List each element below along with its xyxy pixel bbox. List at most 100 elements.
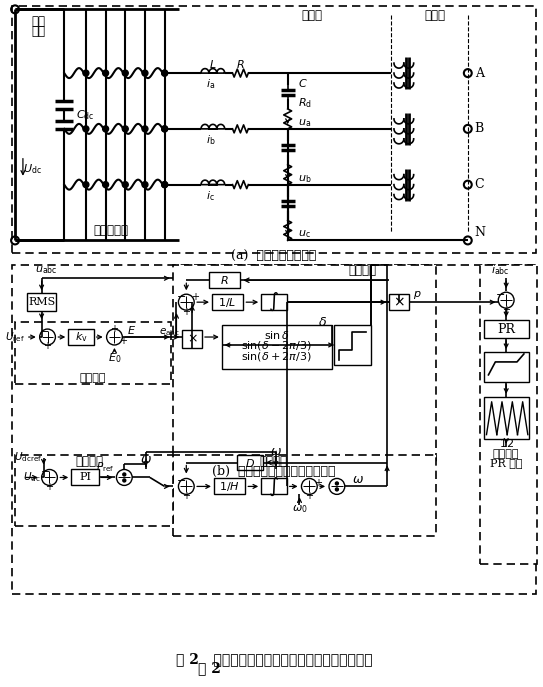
Circle shape: [123, 473, 126, 476]
Bar: [237, 455, 263, 471]
Bar: [484, 320, 529, 338]
Text: $-$: $-$: [40, 466, 49, 475]
Text: $U_{\rm ref}$: $U_{\rm ref}$: [5, 330, 25, 344]
Text: 直流: 直流: [31, 15, 46, 27]
Text: $i_{{\rm c}}$: $i_{{\rm c}}$: [206, 189, 216, 203]
Bar: [222, 325, 332, 369]
Circle shape: [123, 479, 126, 482]
Text: $u_{{\rm a}}$: $u_{{\rm a}}$: [298, 117, 311, 128]
Circle shape: [122, 70, 128, 76]
Circle shape: [142, 181, 148, 188]
Text: $1/L$: $1/L$: [218, 295, 237, 308]
Text: $R$: $R$: [236, 58, 245, 70]
Circle shape: [162, 126, 168, 132]
Circle shape: [83, 181, 89, 188]
Circle shape: [103, 181, 109, 188]
Text: $U_{\rm dcref}$: $U_{\rm dcref}$: [14, 451, 42, 464]
Bar: [27, 293, 56, 311]
Text: $+$: $+$: [182, 306, 191, 317]
Text: $D$: $D$: [245, 457, 255, 469]
Text: $p$: $p$: [413, 289, 421, 301]
Text: $\omega$: $\omega$: [140, 453, 152, 466]
Text: 机械方程: 机械方程: [259, 455, 287, 468]
Bar: [484, 397, 529, 438]
Bar: [12, 6, 536, 254]
Circle shape: [336, 488, 338, 491]
Text: $\omega$: $\omega$: [270, 445, 282, 458]
Circle shape: [142, 70, 148, 76]
Bar: [173, 265, 436, 464]
Circle shape: [162, 70, 168, 76]
Bar: [182, 330, 202, 348]
Text: $E$: $E$: [127, 324, 136, 336]
Text: (b)  交流接口的虚拟同步电机控制: (b) 交流接口的虚拟同步电机控制: [212, 465, 336, 478]
Text: PI: PI: [79, 473, 91, 482]
Text: $\times$: $\times$: [187, 333, 198, 346]
Text: $-$: $-$: [176, 290, 186, 300]
Circle shape: [83, 70, 89, 76]
Bar: [209, 272, 241, 289]
Text: $\times$: $\times$: [393, 295, 405, 309]
Text: $-$: $-$: [176, 475, 186, 484]
Text: $R_{\rm d}$: $R_{\rm d}$: [298, 96, 312, 110]
Text: N: N: [475, 226, 485, 239]
Text: $i_{{\rm a}}$: $i_{{\rm a}}$: [206, 77, 216, 91]
Circle shape: [83, 126, 89, 132]
Text: $\int$: $\int$: [268, 475, 280, 497]
Text: $+$: $+$: [45, 481, 54, 492]
Text: $U_{\rm dc}$: $U_{\rm dc}$: [23, 162, 42, 176]
Text: $1/H$: $1/H$: [219, 480, 240, 493]
Bar: [12, 265, 536, 594]
Text: $\delta$: $\delta$: [318, 315, 327, 328]
Text: $+$: $+$: [182, 490, 191, 501]
Bar: [261, 294, 287, 310]
Text: PR 控制: PR 控制: [490, 458, 522, 468]
Bar: [389, 294, 409, 310]
Text: 电压调节: 电压调节: [80, 373, 106, 383]
Text: $u_{{\rm c}}$: $u_{{\rm c}}$: [298, 229, 310, 240]
Text: 隔离变: 隔离变: [425, 9, 446, 22]
Text: $U_{\rm dc}$: $U_{\rm dc}$: [23, 471, 41, 484]
Text: $\sin\delta$: $\sin\delta$: [264, 329, 290, 341]
Circle shape: [162, 126, 168, 132]
Text: $\omega$: $\omega$: [352, 473, 364, 486]
Circle shape: [122, 126, 128, 132]
Text: $R$: $R$: [220, 274, 229, 286]
Bar: [71, 469, 99, 486]
Text: $i_{\rm abc}$: $i_{\rm abc}$: [491, 263, 510, 277]
Bar: [214, 478, 245, 495]
Bar: [15, 322, 171, 384]
Text: $12$: $12$: [498, 437, 514, 449]
Circle shape: [103, 70, 109, 76]
Text: $e_{\rm abc}$: $e_{\rm abc}$: [160, 326, 180, 338]
Text: $C_{\rm dc}$: $C_{\rm dc}$: [76, 108, 94, 122]
Text: 图 2   电网交流接口的电路及其虚拟同步电机控制: 图 2 电网交流接口的电路及其虚拟同步电机控制: [175, 652, 372, 666]
Bar: [212, 294, 243, 310]
Bar: [479, 265, 536, 564]
Text: $E_0$: $E_0$: [108, 351, 121, 365]
Circle shape: [336, 482, 338, 485]
Text: $+$: $+$: [119, 335, 128, 346]
Text: $i_{{\rm b}}$: $i_{{\rm b}}$: [206, 133, 216, 147]
Text: PR: PR: [497, 323, 515, 335]
Text: $-$: $-$: [39, 325, 49, 335]
Circle shape: [162, 181, 168, 188]
Text: $\sin(\delta+2\pi/3)$: $\sin(\delta+2\pi/3)$: [242, 350, 312, 363]
Text: $u_{{\rm b}}$: $u_{{\rm b}}$: [298, 172, 311, 185]
Text: $+$: $+$: [314, 477, 323, 488]
Text: $k_{\rm v}$: $k_{\rm v}$: [74, 330, 87, 344]
Text: $\int$: $\int$: [268, 291, 280, 313]
Text: 电流跟踪: 电流跟踪: [493, 449, 520, 458]
Circle shape: [162, 181, 168, 188]
Bar: [334, 325, 371, 365]
Circle shape: [122, 181, 128, 188]
Text: $\omega_0$: $\omega_0$: [292, 504, 307, 515]
Text: RMS: RMS: [28, 297, 55, 307]
Bar: [261, 478, 287, 495]
Text: $L$: $L$: [209, 58, 217, 70]
Text: $+$: $+$: [110, 323, 119, 334]
Text: B: B: [475, 122, 484, 135]
Text: $+$: $+$: [502, 304, 511, 315]
Text: 组式逆变器: 组式逆变器: [93, 224, 128, 237]
Text: $+$: $+$: [305, 490, 314, 501]
